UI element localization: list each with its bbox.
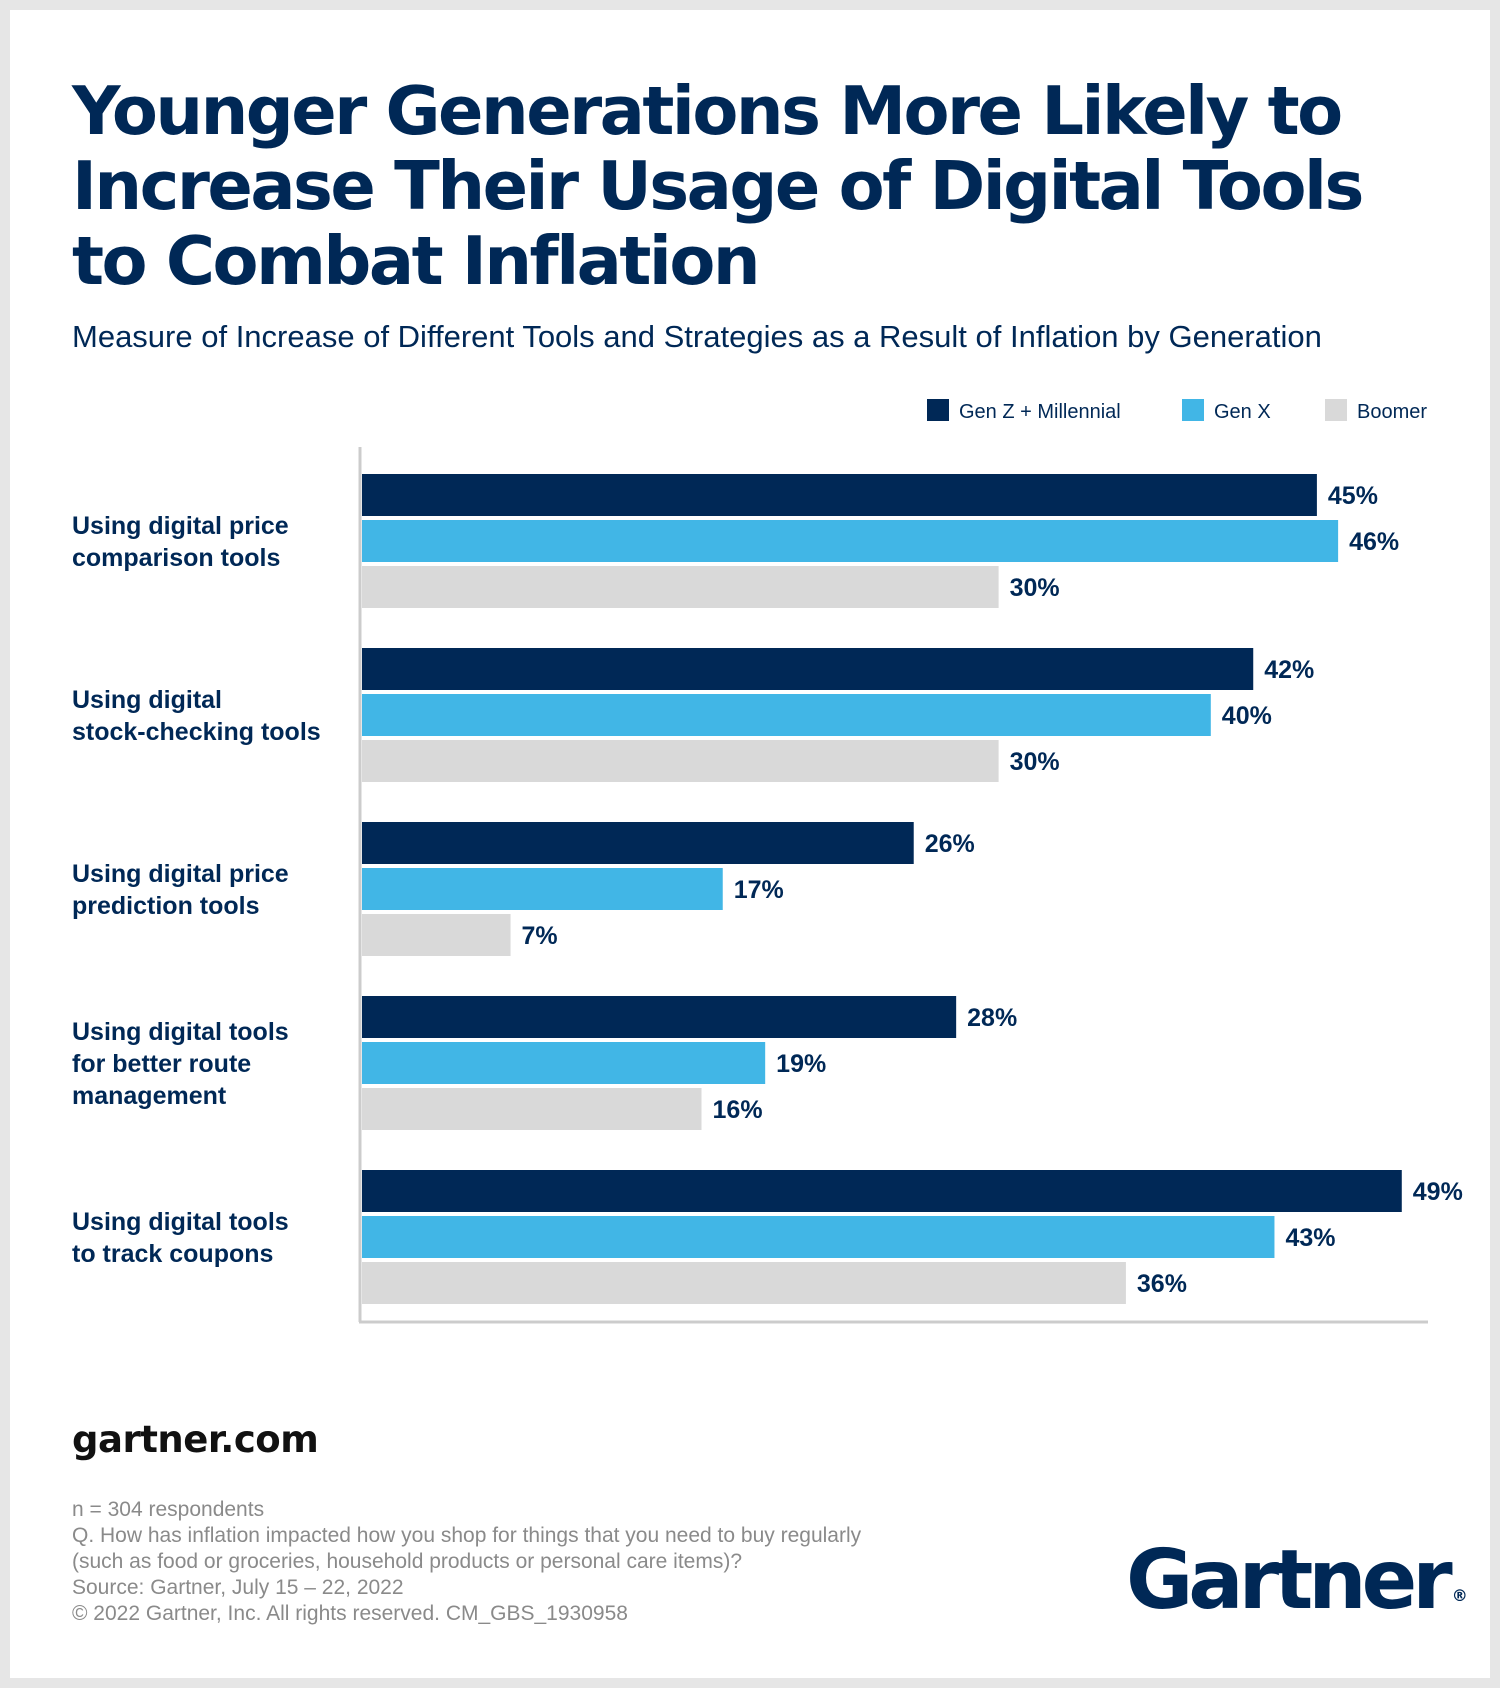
bar-2-3	[362, 740, 999, 782]
data-label-1-2: 46%	[1349, 528, 1399, 556]
category-label-4-line-1: Using digital tools	[72, 1018, 289, 1046]
bar-2-1	[362, 648, 1254, 690]
bar-5-1	[362, 1170, 1402, 1212]
category-label-1-line-2: comparison tools	[72, 544, 280, 572]
data-label-4-1: 28%	[967, 1004, 1017, 1032]
footnote-sample-size: n = 304 respondents	[72, 1498, 265, 1521]
data-label-4-3: 16%	[713, 1096, 763, 1124]
category-label-4-line-3: management	[72, 1082, 227, 1110]
data-label-3-3: 7%	[522, 922, 558, 950]
category-label-5-line-2: to track coupons	[72, 1240, 273, 1268]
data-label-5-1: 49%	[1413, 1178, 1463, 1206]
footnote-question-line-2: (such as food or groceries, household pr…	[72, 1550, 743, 1573]
bar-3-3	[362, 914, 511, 956]
bar-5-3	[362, 1262, 1126, 1304]
data-label-3-2: 17%	[734, 876, 784, 904]
legend-label-2: Gen X	[1214, 401, 1271, 423]
chart-subtitle: Measure of Increase of Different Tools a…	[72, 319, 1322, 354]
chart-title: Younger Generations More Likely to Incre…	[72, 72, 1364, 300]
legend-label-3: Boomer	[1357, 401, 1427, 423]
category-label-2-line-1: Using digital	[72, 686, 222, 714]
data-label-1-3: 30%	[1010, 574, 1060, 602]
legend-swatch-3	[1325, 399, 1347, 421]
data-label-2-3: 30%	[1010, 748, 1060, 776]
data-label-5-3: 36%	[1137, 1270, 1187, 1298]
category-label-2-line-2: stock-checking tools	[72, 718, 321, 746]
bar-1-1	[362, 474, 1317, 516]
data-label-4-2: 19%	[776, 1050, 826, 1078]
infographic-card: Younger Generations More Likely to Incre…	[10, 10, 1490, 1678]
footnote-source: Source: Gartner, July 15 – 22, 2022	[72, 1576, 404, 1599]
bar-5-2	[362, 1216, 1275, 1258]
data-label-2-2: 40%	[1222, 702, 1272, 730]
legend-swatch-1	[927, 399, 949, 421]
bar-1-2	[362, 520, 1339, 562]
legend-swatch-2	[1182, 399, 1204, 421]
bar-2-2	[362, 694, 1211, 736]
footnote-question-line-1: Q. How has inflation impacted how you sh…	[72, 1524, 862, 1547]
footnote-copyright: © 2022 Gartner, Inc. All rights reserved…	[72, 1602, 628, 1625]
category-label-4-line-2: for better route	[72, 1050, 251, 1078]
legend-label-1: Gen Z + Millennial	[959, 401, 1121, 423]
footnotes: n = 304 respondents Q. How has inflation…	[72, 1497, 972, 1627]
brand-url[interactable]: gartner.com	[72, 1418, 319, 1461]
data-label-3-1: 26%	[925, 830, 975, 858]
category-label-3-line-2: prediction tools	[72, 892, 260, 920]
category-label-3-line-1: Using digital price	[72, 860, 289, 888]
bar-4-1	[362, 996, 957, 1038]
data-label-5-2: 43%	[1285, 1224, 1335, 1252]
bar-3-1	[362, 822, 914, 864]
category-label-1-line-1: Using digital price	[72, 512, 289, 540]
bar-4-2	[362, 1042, 766, 1084]
bar-3-2	[362, 868, 723, 910]
gartner-logo: Gartner ®	[1126, 1533, 1468, 1628]
data-label-2-1: 42%	[1264, 656, 1314, 684]
data-label-1-1: 45%	[1328, 482, 1378, 510]
category-label-5-line-1: Using digital tools	[72, 1208, 289, 1236]
bar-4-3	[362, 1088, 702, 1130]
bar-1-3	[362, 566, 999, 608]
